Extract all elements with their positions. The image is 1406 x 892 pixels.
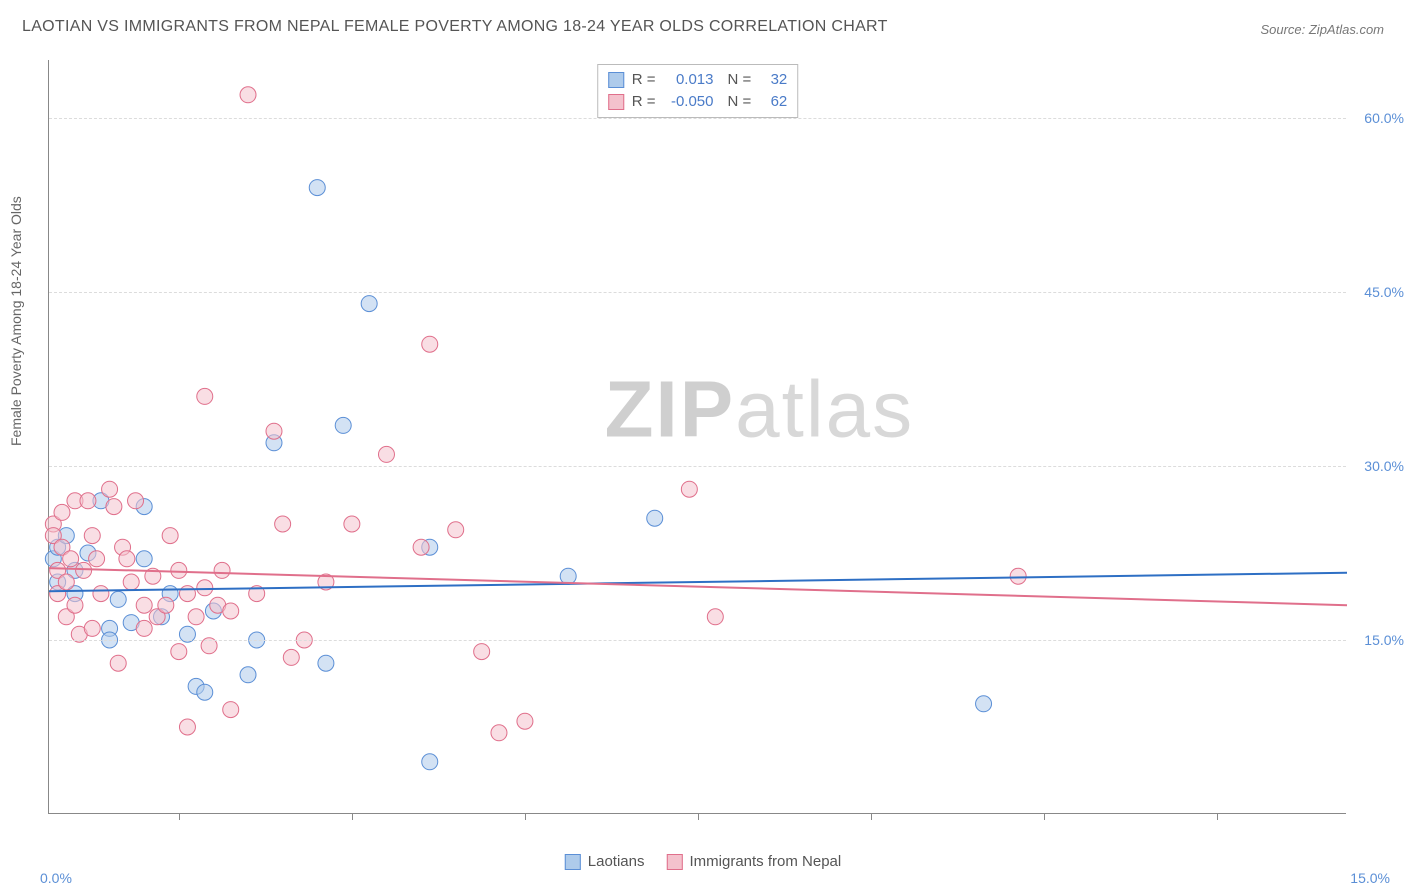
scatter-point (378, 446, 394, 462)
plot-area: ZIPatlas R =0.013N =32R =-0.050N =62 15.… (48, 60, 1346, 814)
scatter-point (84, 528, 100, 544)
x-tick (1217, 813, 1218, 820)
scatter-point (223, 702, 239, 718)
scatter-point (240, 667, 256, 683)
y-tick-label: 30.0% (1364, 458, 1404, 474)
scatter-point (123, 574, 139, 590)
scatter-point (179, 586, 195, 602)
scatter-point (54, 504, 70, 520)
scatter-point (335, 417, 351, 433)
legend-label: Laotians (588, 853, 645, 870)
scatter-point (707, 609, 723, 625)
scatter-point (110, 591, 126, 607)
scatter-point (647, 510, 663, 526)
scatter-point (119, 551, 135, 567)
y-tick-label: 45.0% (1364, 284, 1404, 300)
legend-label: Immigrants from Nepal (690, 853, 842, 870)
grid-line (49, 118, 1346, 119)
scatter-point (318, 655, 334, 671)
scatter-point (197, 580, 213, 596)
scatter-point (171, 562, 187, 578)
chart-svg (49, 60, 1346, 813)
scatter-point (93, 586, 109, 602)
scatter-point (63, 551, 79, 567)
bottom-legend: Laotians Immigrants from Nepal (565, 853, 841, 870)
scatter-point (171, 644, 187, 660)
trend-line (49, 573, 1347, 592)
scatter-point (136, 597, 152, 613)
scatter-point (240, 87, 256, 103)
source-label: Source: ZipAtlas.com (1260, 22, 1384, 37)
scatter-point (136, 551, 152, 567)
legend-swatch (565, 854, 581, 870)
scatter-point (266, 423, 282, 439)
scatter-point (110, 655, 126, 671)
x-tick (698, 813, 699, 820)
grid-line (49, 466, 1346, 467)
legend-item: Immigrants from Nepal (667, 853, 842, 870)
scatter-point (188, 609, 204, 625)
scatter-point (162, 528, 178, 544)
x-axis-min-label: 0.0% (40, 870, 72, 886)
scatter-point (283, 649, 299, 665)
scatter-point (448, 522, 464, 538)
scatter-point (422, 336, 438, 352)
scatter-point (681, 481, 697, 497)
scatter-point (89, 551, 105, 567)
x-tick (1044, 813, 1045, 820)
scatter-point (106, 499, 122, 515)
scatter-point (80, 493, 96, 509)
y-tick-label: 60.0% (1364, 110, 1404, 126)
scatter-point (197, 388, 213, 404)
chart-title: LAOTIAN VS IMMIGRANTS FROM NEPAL FEMALE … (22, 18, 888, 36)
scatter-point (197, 684, 213, 700)
scatter-point (214, 562, 230, 578)
legend-item: Laotians (565, 853, 645, 870)
scatter-point (344, 516, 360, 532)
scatter-point (474, 644, 490, 660)
y-tick-label: 15.0% (1364, 632, 1404, 648)
scatter-point (102, 481, 118, 497)
scatter-point (136, 620, 152, 636)
scatter-point (422, 754, 438, 770)
scatter-point (361, 296, 377, 312)
scatter-point (275, 516, 291, 532)
scatter-point (1010, 568, 1026, 584)
scatter-point (76, 562, 92, 578)
scatter-point (309, 180, 325, 196)
x-axis-max-label: 15.0% (1350, 870, 1390, 886)
scatter-point (223, 603, 239, 619)
x-tick (179, 813, 180, 820)
legend-swatch (667, 854, 683, 870)
scatter-point (179, 719, 195, 735)
scatter-point (517, 713, 533, 729)
grid-line (49, 292, 1346, 293)
scatter-point (491, 725, 507, 741)
scatter-point (976, 696, 992, 712)
scatter-point (413, 539, 429, 555)
scatter-point (158, 597, 174, 613)
scatter-point (128, 493, 144, 509)
y-axis-label: Female Poverty Among 18-24 Year Olds (8, 196, 24, 446)
x-tick (871, 813, 872, 820)
x-tick (352, 813, 353, 820)
scatter-point (84, 620, 100, 636)
grid-line (49, 640, 1346, 641)
trend-line (49, 568, 1347, 605)
x-tick (525, 813, 526, 820)
scatter-point (58, 574, 74, 590)
scatter-point (67, 597, 83, 613)
